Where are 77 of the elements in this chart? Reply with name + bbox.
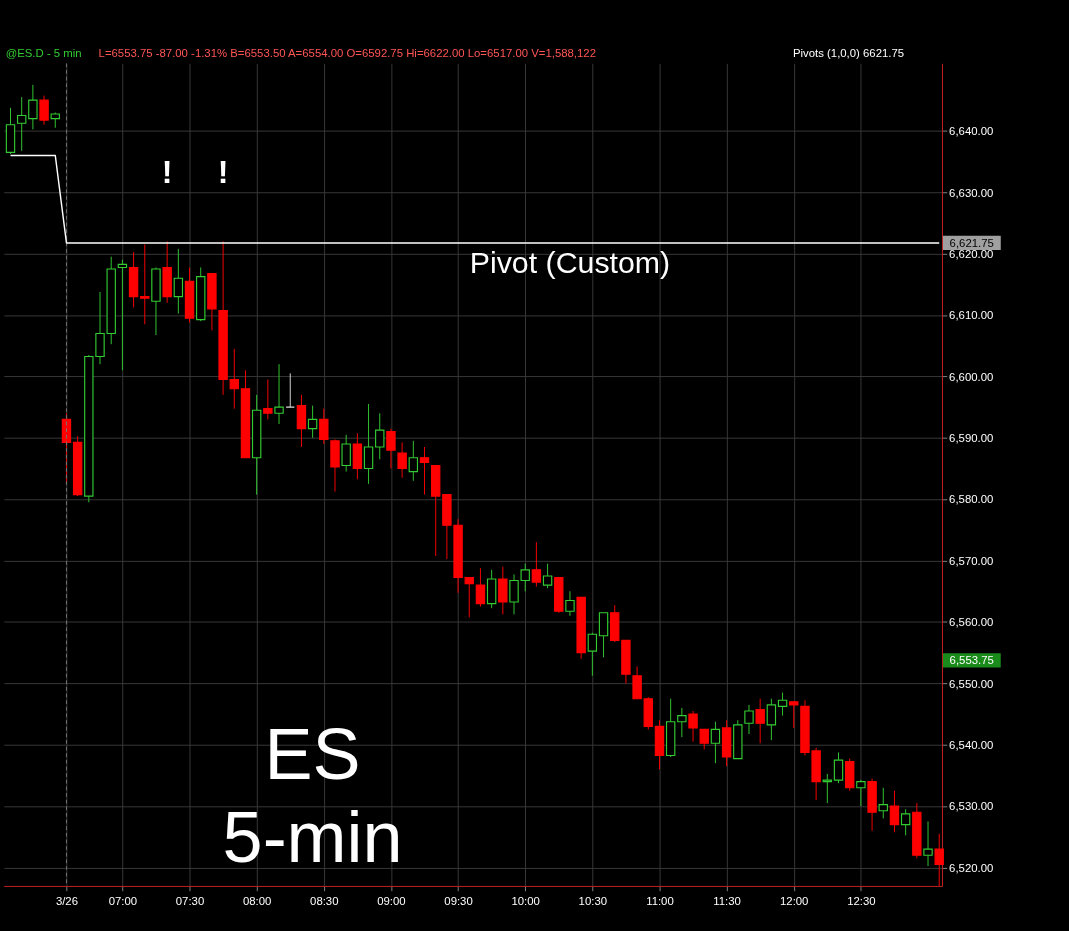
candlestick <box>531 541 542 588</box>
candlestick <box>363 403 374 485</box>
x-tick-label: 11:30 <box>713 895 741 908</box>
y-tick-label: 6,620.00 <box>949 247 994 260</box>
candlestick <box>923 821 933 867</box>
y-tick-label: 6,580.00 <box>949 493 994 506</box>
x-tick-label: 07:30 <box>175 895 205 908</box>
annotation: ! <box>161 154 173 191</box>
candlestick <box>542 563 553 589</box>
x-tick-label: 3/26 <box>55 895 78 908</box>
text: 6,553.75 <box>949 654 994 667</box>
candlestick <box>565 590 575 617</box>
y-tick-label: 6,540.00 <box>949 739 994 752</box>
x-tick-label: 09:00 <box>377 895 406 908</box>
y-tick-label: 6,530.00 <box>949 800 994 813</box>
y-tick-label: 6,550.00 <box>949 677 994 690</box>
x-tick-label: 08:30 <box>310 895 339 908</box>
candlestick <box>889 790 900 833</box>
candlestick <box>117 259 128 371</box>
candlestick <box>39 95 49 126</box>
candlestick <box>822 773 833 804</box>
candlestick <box>408 440 419 482</box>
candlestick <box>296 394 307 448</box>
series-label: Pivot (Custom) <box>469 246 671 280</box>
candlestick <box>140 243 150 325</box>
candlestick <box>397 441 407 479</box>
candlestick <box>263 379 273 420</box>
candlestick <box>710 721 721 764</box>
candlestick <box>744 704 754 735</box>
y-tick-label: 6,610.00 <box>949 309 994 322</box>
y-tick-label: 6,630.00 <box>949 186 994 199</box>
candlestick <box>777 692 788 717</box>
candlestick <box>789 701 799 729</box>
candlestick <box>419 446 430 496</box>
annotation: ! <box>217 154 229 191</box>
candlestick <box>766 698 777 741</box>
candlestick <box>319 408 329 445</box>
candlestick <box>900 808 911 836</box>
candlestick <box>688 710 698 743</box>
candlestick <box>274 363 284 425</box>
candlestick <box>878 787 888 819</box>
text: 6,621.75 <box>949 236 994 249</box>
candlestick <box>755 698 765 744</box>
candlestick <box>587 632 598 677</box>
candlestick <box>498 566 508 615</box>
chart-title: @ES.D - 5 min <box>5 46 82 59</box>
candlestick <box>598 612 609 658</box>
y-tick-label: 6,560.00 <box>949 616 994 629</box>
x-tick-label: 10:30 <box>578 895 608 908</box>
annotation: ES 5-min <box>222 713 403 877</box>
candlestick <box>677 707 687 738</box>
x-tick-label: 12:30 <box>847 895 876 908</box>
candlestick <box>16 96 27 152</box>
candlestick <box>341 434 351 473</box>
x-tick-label: 12:00 <box>780 895 809 908</box>
x-tick-label: 08:00 <box>242 895 272 908</box>
y-tick-label: 6,590.00 <box>949 432 994 445</box>
candlestick <box>699 728 709 750</box>
candlestick <box>28 84 38 130</box>
x-tick-label: 09:30 <box>444 895 473 908</box>
chart-subtitle: L=6553.75 -87.00 -1.31% B=6553.50 A=6554.00 O=6592.75 Hi=6622.00 Lo=6517.00 V=1,588,122 <box>98 46 596 59</box>
x-tick-label: 07:00 <box>108 895 138 908</box>
candlestick <box>386 428 396 469</box>
candlestick <box>375 412 385 460</box>
text: Pivots (1,0,0) 6621.75 <box>792 46 905 59</box>
candlestick <box>833 751 844 784</box>
candlestick <box>173 248 184 314</box>
candlestick <box>632 666 642 700</box>
candlestick <box>856 779 866 807</box>
x-tick-label: 11:00 <box>646 895 674 908</box>
y-tick-label: 6,520.00 <box>949 861 994 874</box>
y-tick-label: 6,570.00 <box>949 554 994 567</box>
candlestick <box>307 405 318 439</box>
x-tick-label: 10:00 <box>511 895 540 908</box>
y-tick-label: 6,640.00 <box>949 125 994 138</box>
candlestick <box>475 567 486 608</box>
y-tick-label: 6,600.00 <box>949 370 994 383</box>
